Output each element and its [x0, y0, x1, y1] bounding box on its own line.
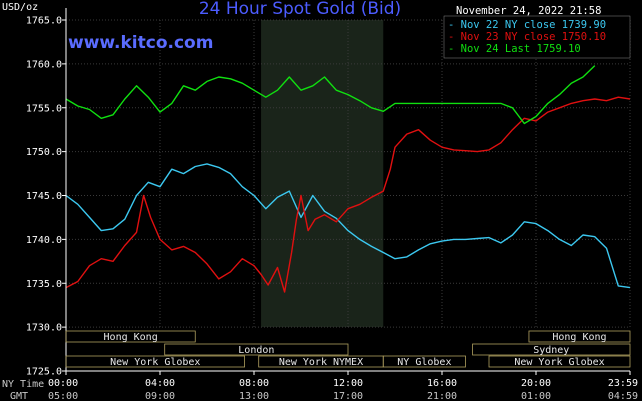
legend-entry: - Nov 22 NY close 1739.90 [448, 19, 606, 31]
market-session-label: New York NYMEX [279, 357, 363, 368]
x-tick-label-ny: 04:00 [145, 378, 175, 389]
y-tick-label: 1725.0 [26, 367, 62, 378]
x-tick-label-gmt: 04:59 [608, 391, 638, 401]
market-session-box [65, 330, 196, 343]
ny-session-shade [261, 20, 384, 327]
market-session-label: London [238, 345, 274, 356]
series-line [65, 163, 631, 289]
y-tick-label: 1745.0 [26, 191, 62, 202]
series-line [65, 65, 596, 125]
market-session-box [164, 343, 349, 356]
market-session-label: Sydney [533, 345, 569, 356]
ny-time-label: NY Time [2, 379, 44, 390]
unit-label: USD/oz [2, 2, 38, 13]
y-tick-label: 1750.0 [26, 147, 62, 158]
y-tick-label: 1740.0 [26, 235, 62, 246]
market-session-box [488, 355, 631, 368]
x-tick-label-gmt: 17:00 [333, 391, 363, 401]
legend-entry: - Nov 24 Last 1759.10 [448, 43, 581, 55]
x-tick-label-ny: 08:00 [239, 378, 269, 389]
chart-title: 24 Hour Spot Gold (Bid) [199, 0, 401, 19]
market-session-box [528, 330, 631, 343]
y-tick-label: 1730.0 [26, 323, 62, 334]
market-session-box [65, 355, 246, 368]
market-session-label: New York Globex [514, 357, 604, 368]
y-tick-label: 1760.0 [26, 59, 62, 70]
legend-entry: - Nov 23 NY close 1750.10 [448, 31, 606, 43]
x-tick-label-gmt: 09:00 [145, 391, 175, 401]
y-tick-label: 1765.0 [26, 16, 62, 27]
x-tick-label-ny: 23:59 [608, 378, 638, 389]
x-tick-label-gmt: 13:00 [239, 391, 269, 401]
gmt-label: GMT [10, 391, 28, 401]
market-session-box [382, 355, 466, 368]
y-tick-label: 1755.0 [26, 103, 62, 114]
legend: - Nov 22 NY close 1739.90- Nov 23 NY clo… [443, 15, 631, 59]
site-url[interactable]: www.kitco.com [68, 33, 213, 53]
market-session-label: New York Globex [110, 357, 200, 368]
market-session-label: NY Globex [397, 357, 451, 368]
x-tick-label-ny: 00:00 [48, 378, 78, 389]
market-session-box [472, 343, 631, 356]
market-session-label: Hong Kong [552, 332, 606, 343]
x-tick-label-gmt: 05:00 [48, 391, 78, 401]
x-tick-label-gmt: 21:00 [427, 391, 457, 401]
market-session-label: Hong Kong [104, 332, 158, 343]
x-tick-label-gmt: 01:00 [521, 391, 551, 401]
series-line [65, 96, 631, 293]
chart-date: November 24, 2022 21:58 [456, 5, 601, 17]
x-tick-label-ny: 20:00 [521, 378, 551, 389]
legend-box [443, 15, 631, 59]
x-tick-label-ny: 16:00 [427, 378, 457, 389]
y-tick-label: 1735.0 [26, 279, 62, 290]
x-tick-label-ny: 12:00 [333, 378, 363, 389]
